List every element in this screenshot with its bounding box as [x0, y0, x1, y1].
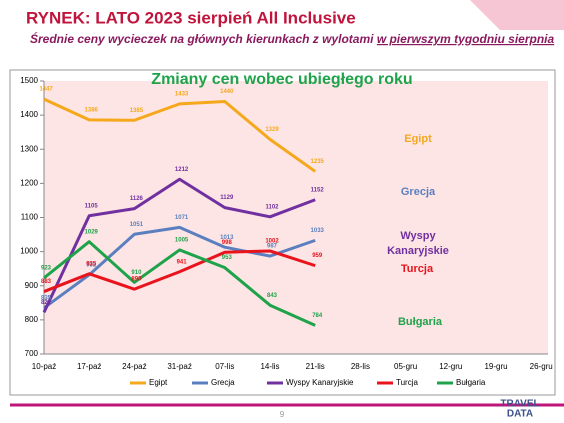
- data-label: 923: [41, 265, 52, 271]
- x-tick-label: 21-lis: [306, 362, 325, 371]
- y-tick-label: 1300: [20, 144, 38, 153]
- data-label: 1386: [85, 107, 99, 113]
- series-line: [42, 177, 316, 314]
- data-label: 1235: [311, 159, 325, 165]
- data-label: 1033: [311, 228, 325, 234]
- series-line: [43, 240, 316, 327]
- data-label: 822: [41, 300, 52, 306]
- data-label: 953: [222, 255, 233, 261]
- chart-title: Zmiany cen wobec ubiegłego roku: [151, 71, 412, 88]
- page-number: 9: [280, 410, 285, 419]
- x-tick-label: 17-paź: [77, 362, 101, 371]
- x-tick-label: 14-lis: [260, 362, 279, 371]
- corner-decoration: [470, 0, 564, 30]
- data-label: 883: [41, 279, 52, 285]
- data-label: 935: [86, 261, 97, 267]
- subtitle-text: Średnie ceny wycieczek na głównych kieru…: [30, 31, 374, 46]
- series-annotation: Grecja: [400, 186, 436, 198]
- data-label: 1029: [85, 229, 99, 235]
- legend-label: Wyspy Kanaryjskie: [286, 378, 354, 387]
- series-annotation: Egipt: [404, 133, 432, 145]
- data-label: 987: [267, 244, 278, 250]
- legend-label: Bułgaria: [456, 378, 486, 387]
- logo: DATA: [507, 409, 533, 420]
- data-label: 1005: [175, 237, 189, 243]
- series-annotation: Wyspy Kanaryjskie: [387, 230, 449, 257]
- legend-label: Grecja: [211, 378, 235, 387]
- x-tick-label: 05-gru: [394, 362, 417, 371]
- series-annotation: Turcja: [400, 263, 434, 275]
- x-tick-label: 24-paź: [122, 362, 146, 371]
- x-tick-label: 28-lis: [351, 362, 370, 371]
- y-tick-label: 1200: [20, 178, 38, 187]
- data-label: 1071: [175, 215, 189, 221]
- x-tick-label: 31-paź: [167, 362, 191, 371]
- data-label: 959: [312, 253, 323, 259]
- data-label: 1433: [175, 91, 189, 97]
- data-label: 1102: [265, 204, 279, 210]
- data-label: 1440: [220, 89, 234, 95]
- x-tick-label: 26-gru: [530, 362, 553, 371]
- data-label: 1212: [175, 167, 189, 173]
- y-tick-label: 800: [25, 315, 39, 324]
- y-tick-label: 1100: [21, 213, 39, 222]
- data-label: 1051: [130, 222, 144, 228]
- x-tick-label: 19-gru: [484, 362, 507, 371]
- legend-label: Egipt: [149, 378, 168, 387]
- y-tick-label: 1500: [20, 76, 38, 85]
- legend-label: Turcja: [396, 378, 418, 387]
- data-label: 784: [312, 313, 323, 319]
- y-tick-label: 900: [25, 281, 39, 290]
- data-label: 1152: [311, 187, 325, 193]
- data-label: 1105: [85, 203, 99, 209]
- slide-title: RYNEK: LATO 2023 sierpień All Inclusive: [26, 8, 356, 27]
- data-label: 941: [177, 259, 188, 265]
- y-tick-label: 1400: [20, 110, 38, 119]
- data-label: 1329: [265, 127, 279, 133]
- subtitle-underlined: w pierwszym tygodniu sierpnia: [377, 32, 555, 46]
- data-label: 1002: [265, 239, 279, 245]
- data-label: 1385: [130, 108, 144, 114]
- logo: TRAVEL: [500, 399, 539, 410]
- data-label: 890: [131, 277, 142, 283]
- data-label: 998: [222, 240, 233, 246]
- x-tick-label: 10-paź: [32, 362, 56, 371]
- series-line: [43, 249, 316, 293]
- data-label: 910: [131, 270, 142, 276]
- slide-subtitle: Średnie ceny wycieczek na głównych kieru…: [30, 31, 555, 46]
- data-label: 1447: [39, 87, 53, 93]
- data-label: 1126: [130, 196, 144, 202]
- y-tick-label: 1000: [20, 247, 38, 256]
- data-label: 843: [267, 293, 278, 299]
- series-line: [43, 97, 317, 173]
- data-label: 932: [86, 262, 97, 268]
- data-label: 835: [41, 296, 52, 302]
- data-label: 1013: [220, 235, 234, 241]
- series-annotation: Bułgaria: [397, 316, 442, 328]
- x-tick-label: 12-gru: [439, 362, 462, 371]
- x-tick-label: 07-lis: [215, 362, 234, 371]
- y-tick-label: 700: [25, 349, 39, 358]
- plot-area: [44, 81, 548, 354]
- data-label: 1129: [220, 195, 234, 201]
